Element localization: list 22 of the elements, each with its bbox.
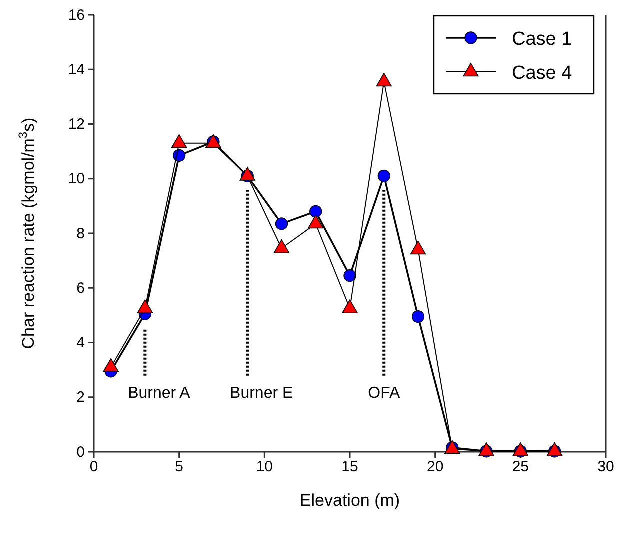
- y-tick-label: 4: [76, 334, 85, 352]
- ref-line-label: OFA: [368, 384, 400, 402]
- y-tick-label: 0: [76, 444, 85, 461]
- y-tick-label: 16: [68, 6, 85, 24]
- legend-label: Case 1: [512, 29, 572, 50]
- legend-label: Case 4: [512, 63, 573, 84]
- y-tick-label: 8: [76, 225, 85, 242]
- x-tick-label: 0: [90, 458, 98, 476]
- x-axis-title: Elevation (m): [300, 491, 400, 510]
- y-tick-label: 14: [68, 61, 85, 78]
- x-tick-label: 30: [598, 458, 614, 476]
- x-tick-label: 20: [426, 458, 444, 476]
- x-tick-label: 15: [342, 458, 358, 476]
- ref-line-label: Burner A: [128, 384, 191, 402]
- x-tick-label: 10: [256, 458, 274, 476]
- x-tick-label: 25: [512, 458, 530, 476]
- ref-line-label: Burner E: [230, 384, 294, 402]
- y-tick-label: 10: [68, 170, 85, 188]
- y-tick-label: 12: [68, 116, 85, 134]
- y-tick-label: 2: [76, 389, 85, 406]
- y-tick-label: 6: [76, 280, 85, 297]
- x-tick-label: 5: [175, 458, 184, 476]
